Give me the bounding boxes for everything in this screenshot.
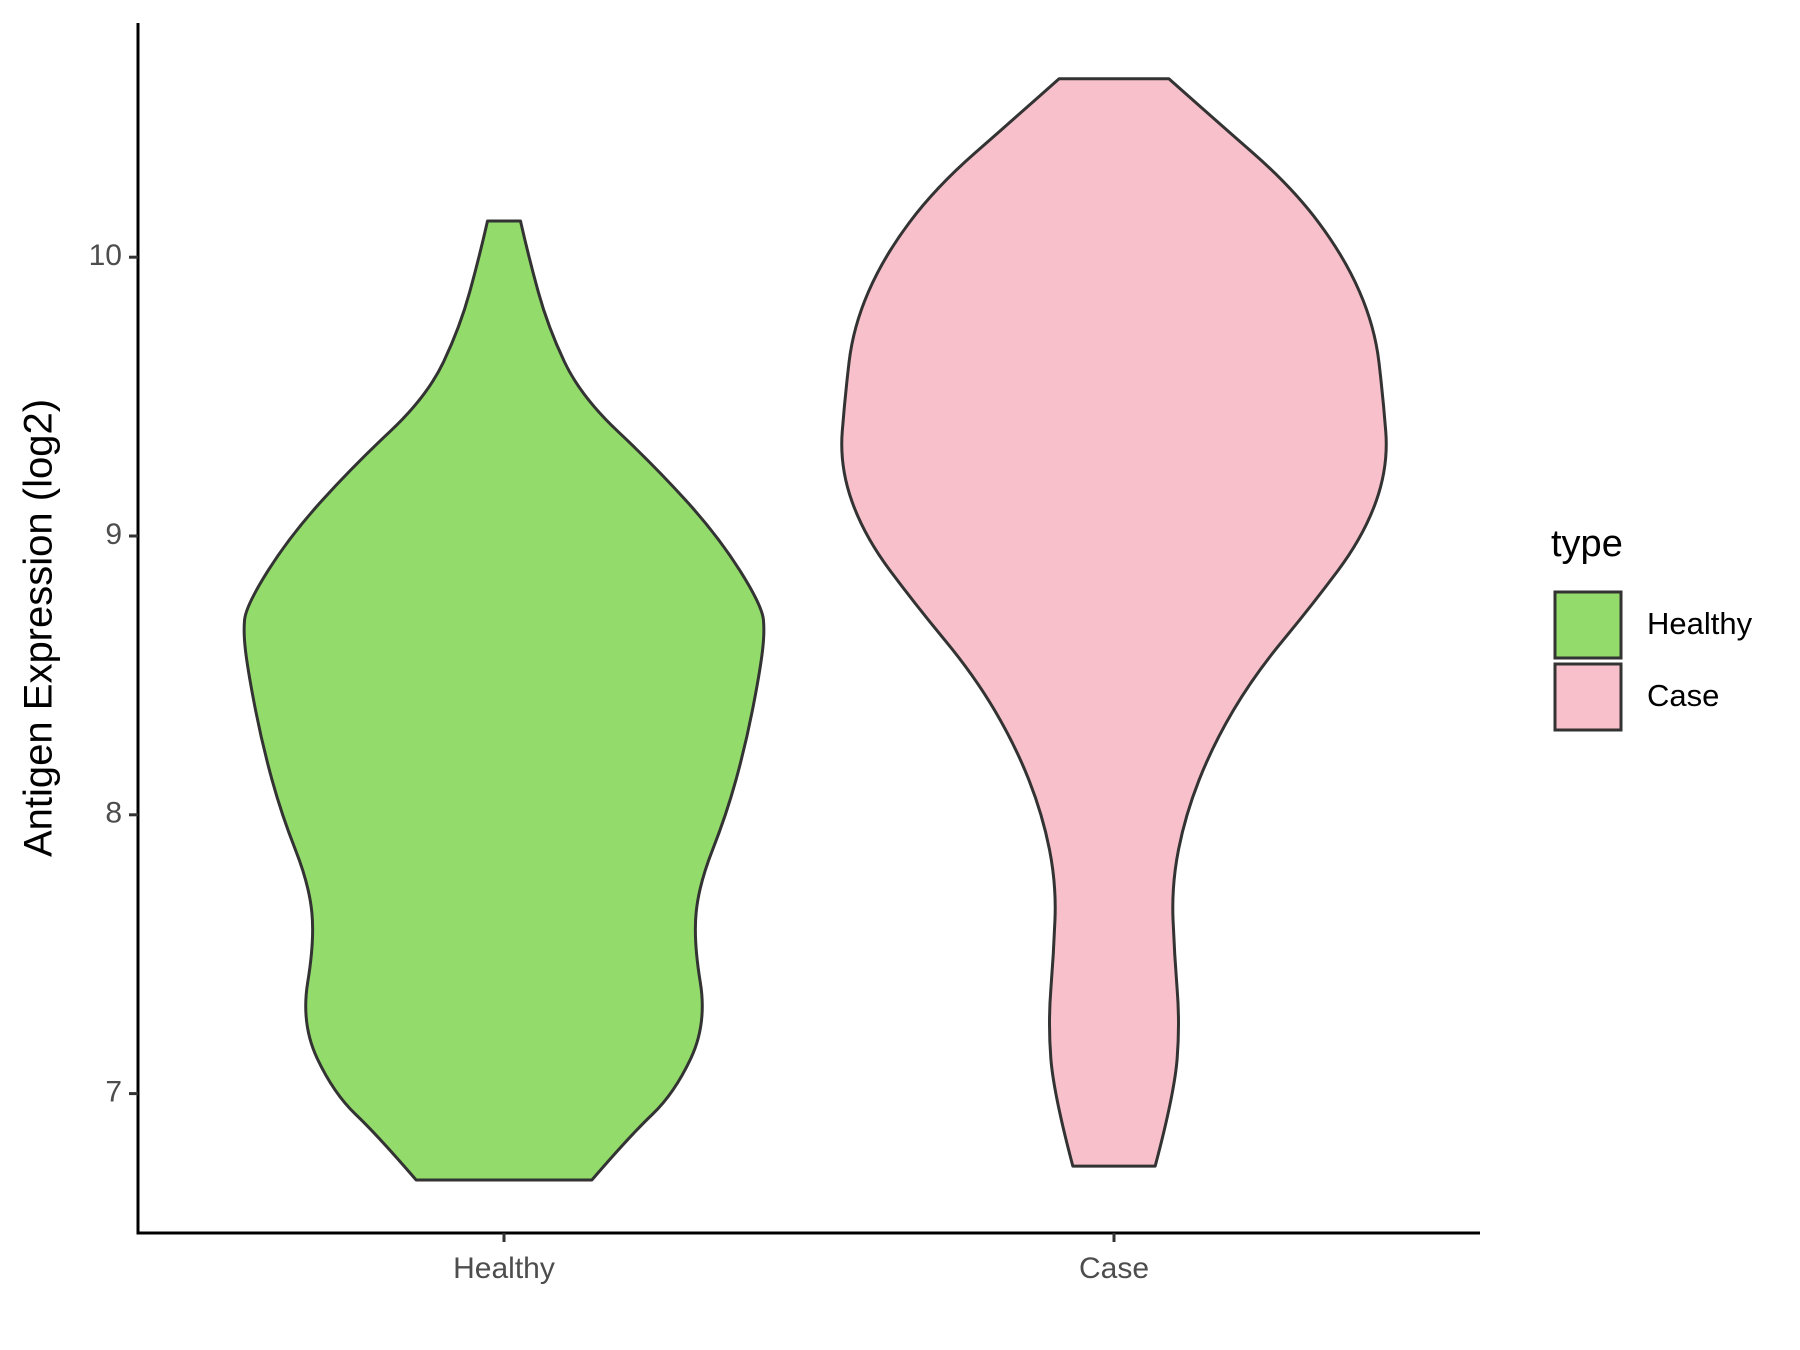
violin [840, 77, 1388, 1168]
legend-label: Case [1647, 678, 1719, 713]
y-tick-label: 10 [89, 239, 122, 272]
x-tick-label: Case [1079, 1252, 1149, 1285]
legend-key [1553, 662, 1623, 732]
legend-key [1553, 590, 1623, 660]
y-tick-label: 7 [105, 1076, 122, 1109]
y-axis-title: Antigen Expression (log2) [17, 399, 61, 857]
y-tick-label: 8 [105, 797, 122, 830]
legend-label: Healthy [1647, 606, 1753, 641]
violin [242, 219, 766, 1182]
x-tick-label: Healthy [453, 1252, 555, 1285]
legend-title: type [1551, 523, 1623, 565]
y-tick-label: 9 [105, 518, 122, 551]
